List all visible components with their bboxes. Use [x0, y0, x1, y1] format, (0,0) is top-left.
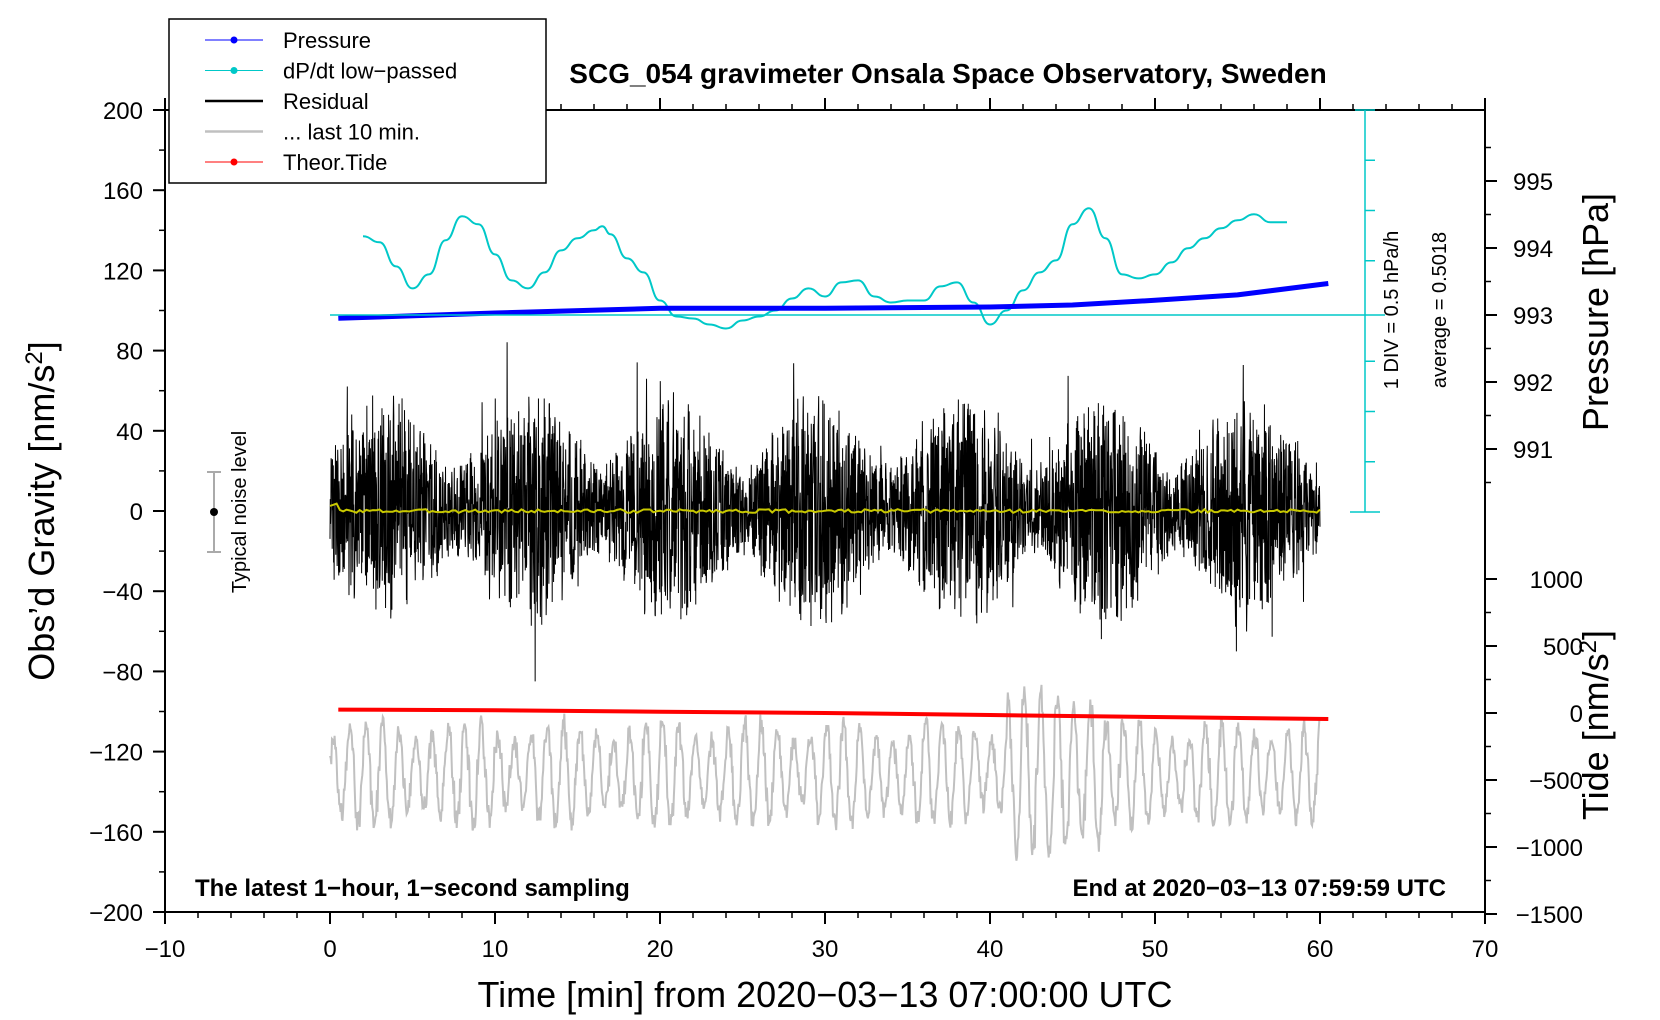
y-tick-label: 40: [116, 419, 143, 446]
y-tick-label: −80: [102, 659, 143, 686]
y-tick-label: 160: [103, 178, 143, 205]
legend-marker: [230, 67, 238, 74]
legend-label: Theor.Tide: [283, 150, 387, 175]
pressure-tick-label: 994: [1513, 236, 1553, 263]
legend: Pressure dP/dt low−passed Residual ... last…: [168, 18, 547, 184]
bottom-right-annotation: End at 2020−03−13 07:59:59 UTC: [1072, 875, 1446, 902]
x-axis-title: Time [min] from 2020−03−13 07:00:00 UTC: [477, 974, 1172, 1015]
y-tick-label: −160: [89, 820, 143, 847]
last-10-min-line: [329, 684, 1321, 861]
tide-tick-label: 500: [1543, 634, 1583, 661]
dpdt-line: [362, 207, 1287, 330]
legend-marker: [230, 36, 238, 44]
pressure-tick-label: 991: [1513, 437, 1553, 464]
axes: −10 0 10 20 30 40 50 60 70 200 160 120 80 40 0 −40 −80 −1…: [89, 98, 1583, 963]
y-tick-label: 80: [116, 339, 143, 366]
noise-level-indicator: [207, 471, 221, 553]
pressure-tick-label: 995: [1513, 169, 1553, 196]
theor-tide-line: [338, 707, 1329, 721]
x-tick-label: 20: [647, 936, 674, 963]
y-tick-label: 0: [130, 499, 143, 526]
residual-smoothed-series: [329, 502, 1321, 515]
legend-label: ... last 10 min.: [283, 120, 420, 145]
x-tick-label: 60: [1307, 936, 1334, 963]
chart-title: SCG_054 gravimeter Onsala Space Observat…: [569, 58, 1326, 89]
y-axis-left-title: Obs’d Gravity [nm/s2]: [21, 341, 62, 680]
legend-marker: [230, 158, 238, 166]
theor-tide-series: [338, 707, 1329, 721]
noise-level-label: Typical noise level: [229, 431, 251, 593]
pressure-ref-label-2: average = 0.5018: [1429, 232, 1451, 388]
tide-tick-label: −500: [1529, 768, 1583, 795]
pressure-tick-label: 992: [1513, 370, 1553, 397]
pressure-ref-label-1: 1 DIV = 0.5 hPa/h: [1381, 231, 1403, 389]
tide-tick-label: 1000: [1530, 567, 1583, 594]
x-tick-label: 30: [812, 936, 839, 963]
tide-tick-label: 0: [1570, 701, 1583, 728]
y-axis-tide-title: Tide [nm/s2]: [1575, 630, 1616, 820]
pressure-series: [338, 281, 1329, 321]
pressure-line: [338, 281, 1329, 321]
dpdt-series: [362, 207, 1287, 330]
tide-tick-label: −1000: [1516, 835, 1583, 862]
y-tick-label: −40: [102, 579, 143, 606]
x-tick-label: 70: [1472, 936, 1499, 963]
y-tick-label: −120: [89, 740, 143, 767]
x-tick-label: 10: [482, 936, 509, 963]
legend-label: Residual: [283, 89, 369, 114]
pressure-tick-label: 993: [1513, 303, 1553, 330]
y-tick-label: 120: [103, 258, 143, 285]
x-tick-label: 0: [323, 936, 336, 963]
residual-line: [329, 342, 1321, 682]
y-tick-label: −200: [89, 900, 143, 927]
pressure-reference-axis: [330, 109, 1385, 513]
legend-label: dP/dt low−passed: [283, 59, 457, 84]
y-tick-label: 200: [103, 98, 143, 125]
residual-series: [329, 342, 1321, 682]
legend-label: Pressure: [283, 28, 371, 53]
bottom-left-annotation: The latest 1−hour, 1−second sampling: [195, 875, 630, 902]
x-tick-label: −10: [145, 936, 186, 963]
tide-tick-label: −1500: [1516, 902, 1583, 929]
residual-smoothed-line: [329, 502, 1321, 515]
x-tick-label: 50: [1142, 936, 1169, 963]
y-axis-pressure-title: Pressure [hPa]: [1575, 193, 1616, 431]
last-10-min-series: [329, 684, 1321, 861]
x-tick-label: 40: [977, 936, 1004, 963]
